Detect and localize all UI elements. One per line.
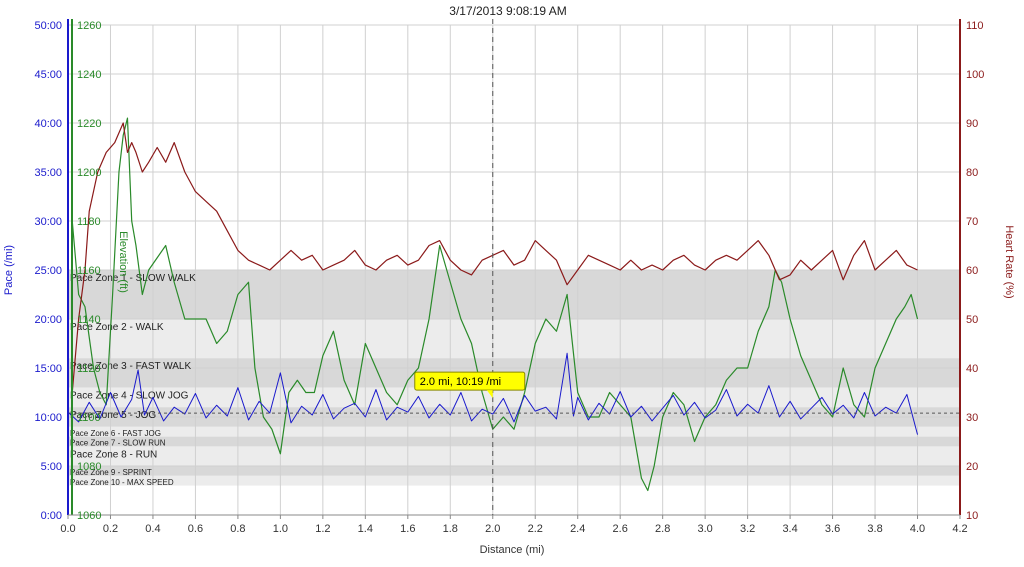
pace-zone-label: Pace Zone 3 - FAST WALK xyxy=(70,361,191,372)
pace-zone-label: Pace Zone 7 - SLOW RUN xyxy=(70,439,166,448)
pace-zone-band xyxy=(68,446,960,466)
x-tick-label: 1.8 xyxy=(443,523,458,535)
pace-zone-label: Pace Zone 10 - MAX SPEED xyxy=(70,478,174,487)
pace-zone-labels: Pace Zone 1 - SLOW WALK Pace Zone 2 - WAL… xyxy=(70,273,196,487)
pace-tick-label: 10:00 xyxy=(34,412,62,424)
pace-zone-band xyxy=(68,436,960,447)
pace-zone-band xyxy=(68,387,960,408)
x-tick-label: 1.4 xyxy=(358,523,373,535)
x-tick-label: 4.0 xyxy=(910,523,925,535)
elevation-tick-label: 1060 xyxy=(77,510,101,522)
pace-zone-label: Pace Zone 2 - WALK xyxy=(70,322,164,333)
pace-zones xyxy=(68,270,960,486)
x-tick-label: 0.0 xyxy=(60,523,75,535)
pace-zone-label: Pace Zone 4 - SLOW JOG xyxy=(70,391,189,402)
x-tick-label: 2.0 xyxy=(485,523,500,535)
heart-rate-tick-label: 40 xyxy=(966,363,978,375)
heart-rate-tick-label: 80 xyxy=(966,167,978,179)
heart-rate-tick-label: 60 xyxy=(966,265,978,277)
x-tick-label: 0.2 xyxy=(103,523,118,535)
elevation-tick-label: 1240 xyxy=(77,69,101,81)
pace-tick-label: 35:00 xyxy=(34,167,62,179)
x-axis-label: Distance (mi) xyxy=(480,544,545,556)
pace-zone-label: Pace Zone 5 - JOG xyxy=(70,410,156,421)
elevation-line xyxy=(71,117,919,492)
pace-tick-label: 0:00 xyxy=(41,510,62,522)
tooltip-text: 2.0 mi, 10:19 /mi xyxy=(420,376,501,388)
axes xyxy=(67,19,961,516)
x-tick-label: 1.6 xyxy=(400,523,415,535)
x-tick-label: 0.6 xyxy=(188,523,203,535)
heart-rate-tick-label: 20 xyxy=(966,461,978,473)
heart-rate-tick-label: 100 xyxy=(966,69,984,81)
elevation-axis-label: Elevation (ft) xyxy=(117,231,129,293)
pace-tick-label: 5:00 xyxy=(41,461,62,473)
elevation-tick-label: 1200 xyxy=(77,167,101,179)
elevation-tick-label: 1220 xyxy=(77,118,101,130)
x-tick-label: 2.4 xyxy=(570,523,585,535)
elevation-tick-label: 1120 xyxy=(77,363,101,375)
pace-zone-band xyxy=(68,426,960,437)
x-tick-label: 2.2 xyxy=(528,523,543,535)
x-tick-label: 3.6 xyxy=(825,523,840,535)
heart-rate-tick-label: 110 xyxy=(966,20,984,32)
cursor-tooltip: 2.0 mi, 10:19 /mi xyxy=(414,371,526,399)
pace-zone-band xyxy=(68,270,960,319)
x-tick-label: 3.0 xyxy=(697,523,712,535)
pace-tick-label: 15:00 xyxy=(34,363,62,375)
pace-zone-label: Pace Zone 8 - RUN xyxy=(70,449,157,460)
elevation-tick-label: 1100 xyxy=(77,412,101,424)
elevation-series xyxy=(71,117,919,492)
pace-zone-label: Pace Zone 9 - SPRINT xyxy=(70,468,152,477)
x-tick-label: 2.8 xyxy=(655,523,670,535)
x-tick-label: 2.6 xyxy=(613,523,628,535)
pace-tick-label: 45:00 xyxy=(34,69,62,81)
heart-rate-axis-label: Heart Rate (%) xyxy=(1003,225,1015,298)
heart-rate-series xyxy=(71,122,918,393)
tooltip-box xyxy=(414,371,526,391)
tick-labels: 0:00 5:00 10:00 15:00 20:00 25:00 30:00 35:00 40… xyxy=(34,20,984,535)
elevation-tick-label: 1180 xyxy=(77,216,101,228)
pace-series xyxy=(67,352,919,435)
pace-zone-label: Pace Zone 1 - SLOW WALK xyxy=(70,273,196,284)
x-tick-label: 1.2 xyxy=(315,523,330,535)
heart-rate-line xyxy=(71,122,918,393)
pace-zone-label: Pace Zone 6 - FAST JOG xyxy=(70,429,161,438)
heart-rate-tick-label: 90 xyxy=(966,118,978,130)
x-tick-label: 3.8 xyxy=(867,523,882,535)
x-tick-label: 0.8 xyxy=(230,523,245,535)
pace-tick-label: 50:00 xyxy=(34,20,62,32)
heart-rate-tick-label: 50 xyxy=(966,314,978,326)
pace-tick-label: 25:00 xyxy=(34,265,62,277)
x-tick-label: 4.2 xyxy=(952,523,967,535)
pace-line xyxy=(67,352,919,435)
x-tick-label: 0.4 xyxy=(145,523,160,535)
x-tick-label: 1.0 xyxy=(273,523,288,535)
elevation-tick-label: 1080 xyxy=(77,461,101,473)
elevation-tick-label: 1160 xyxy=(77,265,101,277)
heart-rate-tick-label: 70 xyxy=(966,216,978,228)
x-tick-label: 3.2 xyxy=(740,523,755,535)
pace-zone-band xyxy=(68,466,960,476)
pace-axis-label: Pace (/mi) xyxy=(3,245,15,295)
elevation-tick-label: 1260 xyxy=(77,20,101,32)
heart-rate-tick-label: 30 xyxy=(966,412,978,424)
pace-tick-label: 30:00 xyxy=(34,216,62,228)
x-tick-label: 3.4 xyxy=(782,523,797,535)
elevation-tick-label: 1140 xyxy=(77,314,101,326)
heart-rate-tick-label: 10 xyxy=(966,510,978,522)
pace-tick-label: 40:00 xyxy=(34,118,62,130)
pace-zone-band xyxy=(68,475,960,486)
pace-tick-label: 20:00 xyxy=(34,314,62,326)
tooltip-pointer xyxy=(486,390,493,399)
chart-title: 3/17/2013 9:08:19 AM xyxy=(449,4,566,18)
pace-zone-band xyxy=(68,319,960,359)
